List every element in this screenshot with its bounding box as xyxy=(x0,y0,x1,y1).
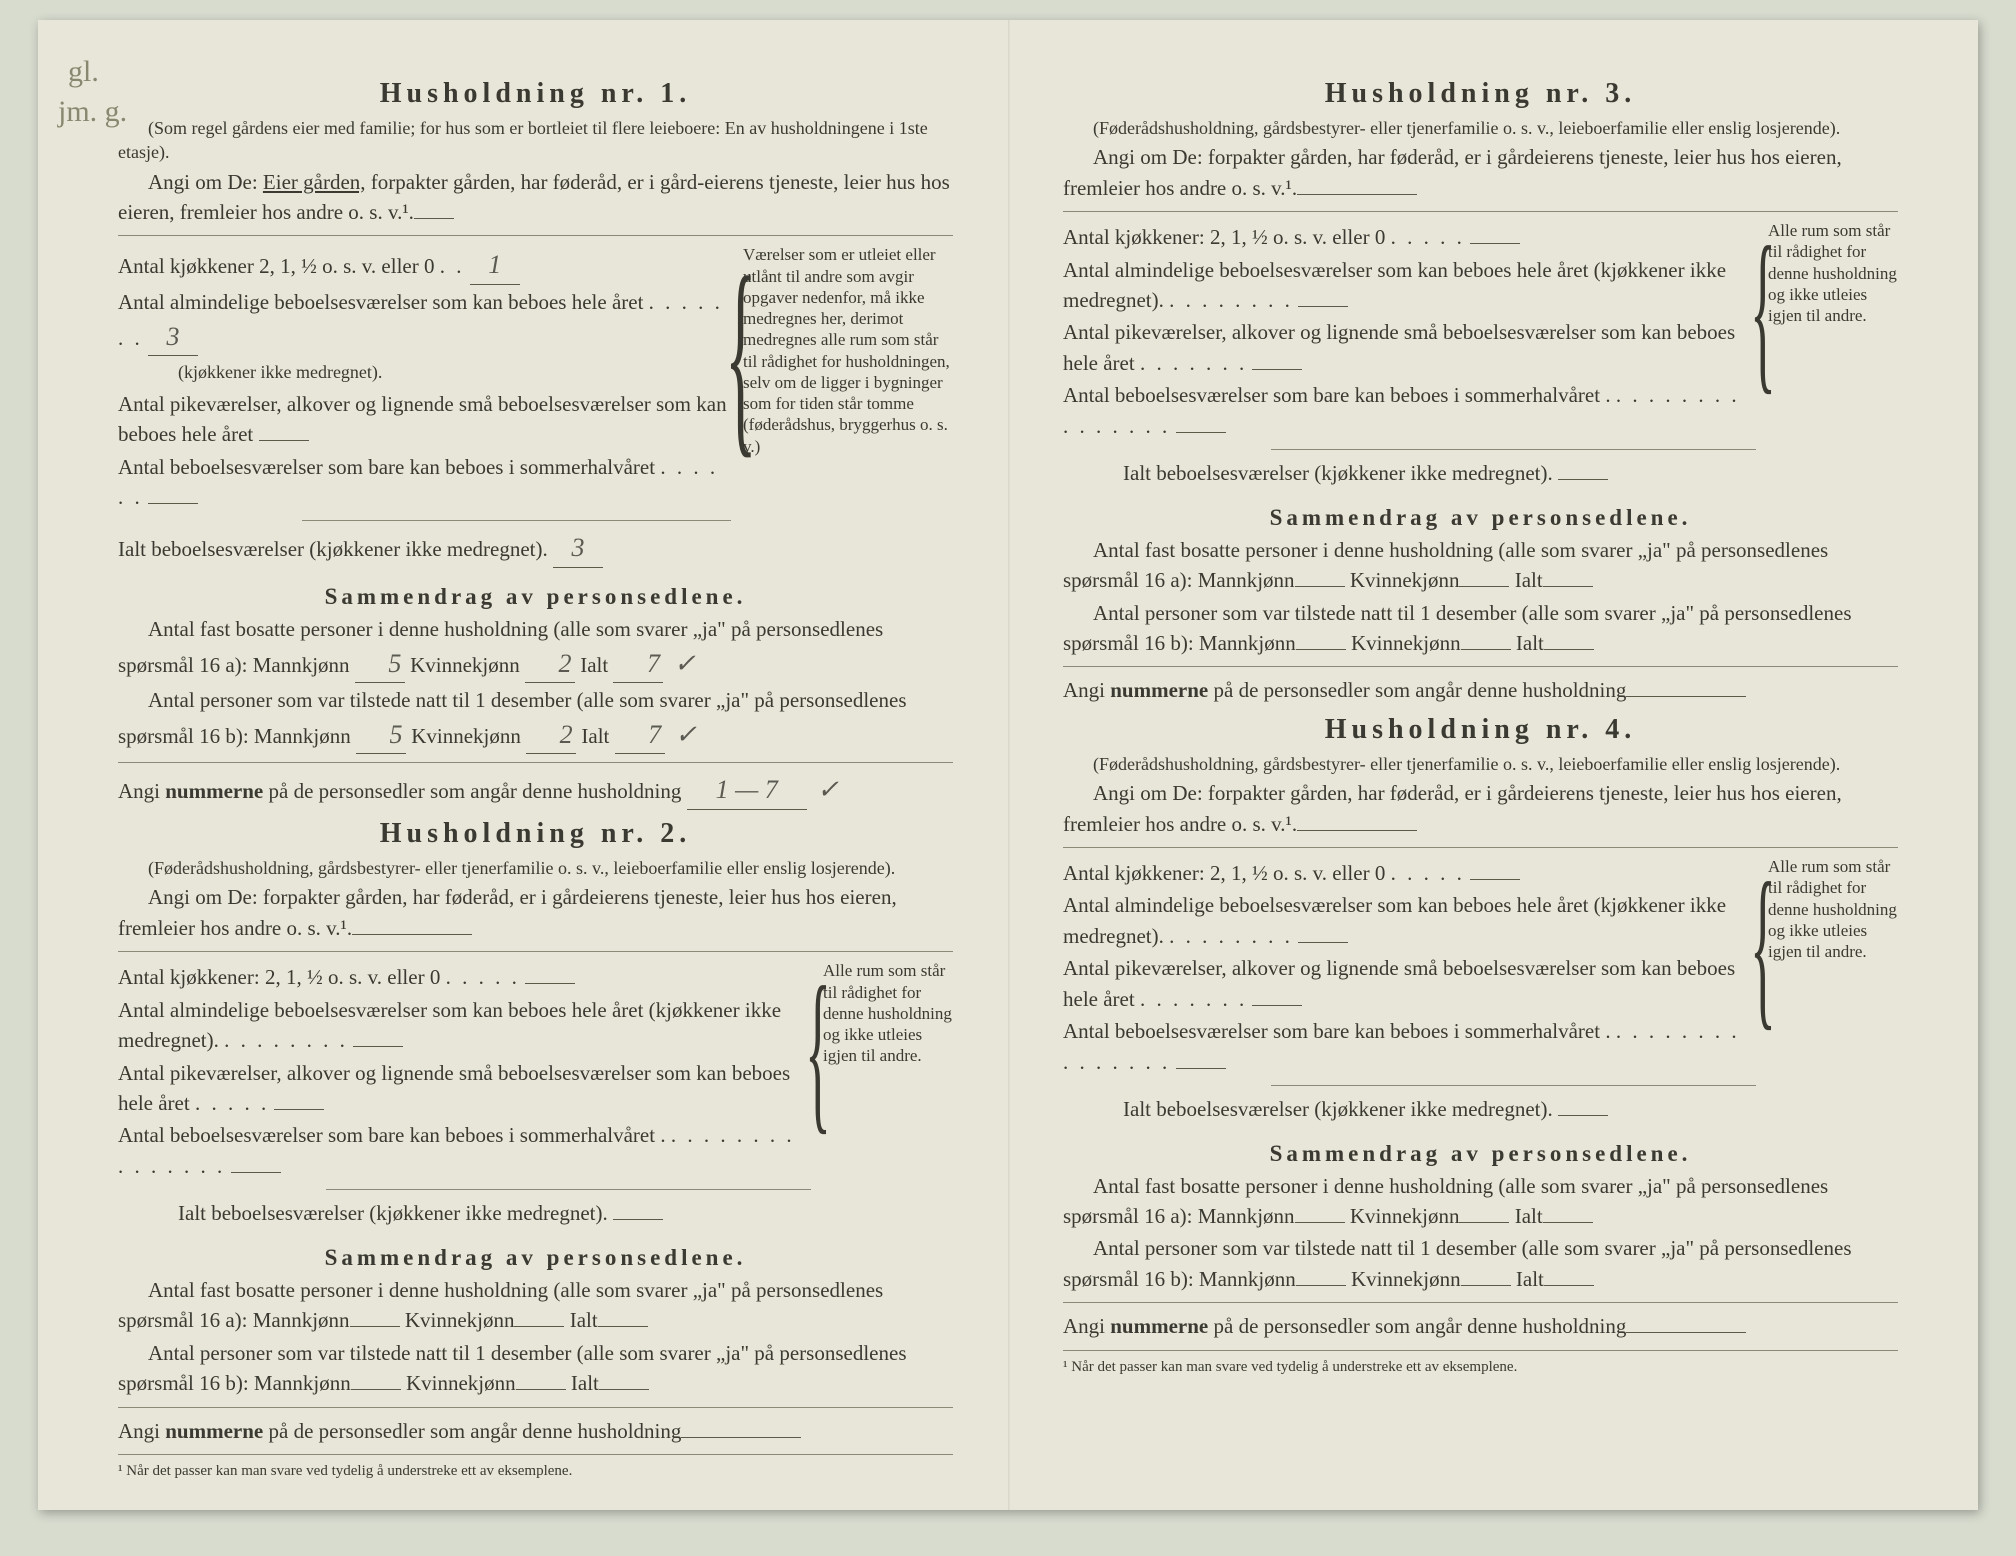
h3-nummer: Angi nummerne på de personsedler som ang… xyxy=(1063,675,1898,705)
h1-sidenote: { Værelser som er utleiet eller utlånt t… xyxy=(731,244,953,457)
h1-note: (Som regel gårdens eier med familie; for… xyxy=(118,116,953,165)
h1-nummer: Angi nummerne på de personsedler som ang… xyxy=(118,771,953,810)
h2-kitchens: Antal kjøkkener: 2, 1, ½ o. s. v. eller … xyxy=(118,962,811,992)
h2-total: Ialt beboelsesværelser (kjøkkener ikke m… xyxy=(118,1198,811,1228)
h1-16b: Antal personer som var tilstede natt til… xyxy=(118,685,953,754)
h1-maids: Antal pikeværelser, alkover og lignende … xyxy=(118,389,731,450)
h1-kitchens: Antal kjøkkener 2, 1, ½ o. s. v. eller 0… xyxy=(118,246,731,285)
h4-ordinary: Antal almindelige beboelsesværelser som … xyxy=(1063,890,1756,951)
h3-note: (Føderådshusholdning, gårdsbestyrer- ell… xyxy=(1063,116,1898,140)
h4-16b: Antal personer som var tilstede natt til… xyxy=(1063,1233,1898,1294)
h1-title: Husholdning nr. 1. xyxy=(118,78,953,110)
h4-kitchens: Antal kjøkkener: 2, 1, ½ o. s. v. eller … xyxy=(1063,858,1756,888)
h2-note: (Føderådshusholdning, gårdsbestyrer- ell… xyxy=(118,856,953,880)
h4-maids: Antal pikeværelser, alkover og lignende … xyxy=(1063,953,1756,1014)
h4-summer: Antal beboelsesværelser som bare kan beb… xyxy=(1063,1016,1756,1077)
h1-ordinary: Antal almindelige beboelsesværelser som … xyxy=(118,287,731,387)
left-page: Husholdning nr. 1. (Som regel gårdens ei… xyxy=(38,20,1008,1510)
right-page: Husholdning nr. 3. (Føderådshusholdning,… xyxy=(1008,20,1978,1510)
h2-title: Husholdning nr. 2. xyxy=(118,818,953,850)
h3-angi: Angi om De: forpakter gården, har føderå… xyxy=(1063,142,1898,203)
h4-title: Husholdning nr. 4. xyxy=(1063,714,1898,746)
h1-total: Ialt beboelsesværelser (kjøkkener ikke m… xyxy=(118,529,731,568)
h3-summer: Antal beboelsesværelser som bare kan beb… xyxy=(1063,380,1756,441)
h1-summary-title: Sammendrag av personsedlene. xyxy=(118,584,953,610)
h3-sidenote: { Alle rum som står til rådighet for den… xyxy=(1756,220,1898,326)
h2-summary-title: Sammendrag av personsedlene. xyxy=(118,1245,953,1271)
h2-sidenote: { Alle rum som står til rådighet for den… xyxy=(811,960,953,1066)
footnote-left: ¹ Når det passer kan man svare ved tydel… xyxy=(118,1463,953,1480)
h4-angi: Angi om De: forpakter gården, har føderå… xyxy=(1063,778,1898,839)
h3-kitchens: Antal kjøkkener: 2, 1, ½ o. s. v. eller … xyxy=(1063,222,1756,252)
h3-summary-title: Sammendrag av personsedlene. xyxy=(1063,505,1898,531)
h1-angi: Angi om De: Eier gården, forpakter gårde… xyxy=(118,167,953,228)
census-form: gl. jm. g. Husholdning nr. 1. (Som regel… xyxy=(38,20,1978,1510)
h4-sidenote: { Alle rum som står til rådighet for den… xyxy=(1756,856,1898,962)
h4-summary-title: Sammendrag av personsedlene. xyxy=(1063,1141,1898,1167)
h2-ordinary: Antal almindelige beboelsesværelser som … xyxy=(118,995,811,1056)
h3-maids: Antal pikeværelser, alkover og lignende … xyxy=(1063,317,1756,378)
h2-16b: Antal personer som var tilstede natt til… xyxy=(118,1338,953,1399)
h3-title: Husholdning nr. 3. xyxy=(1063,78,1898,110)
h4-nummer: Angi nummerne på de personsedler som ang… xyxy=(1063,1311,1898,1341)
h3-ordinary: Antal almindelige beboelsesværelser som … xyxy=(1063,255,1756,316)
h4-total: Ialt beboelsesværelser (kjøkkener ikke m… xyxy=(1063,1094,1756,1124)
h2-16a: Antal fast bosatte personer i denne hush… xyxy=(118,1275,953,1336)
h2-nummer: Angi nummerne på de personsedler som ang… xyxy=(118,1416,953,1446)
h3-16a: Antal fast bosatte personer i denne hush… xyxy=(1063,535,1898,596)
footnote-right: ¹ Når det passer kan man svare ved tydel… xyxy=(1063,1359,1898,1376)
h4-note: (Føderådshusholdning, gårdsbestyrer- ell… xyxy=(1063,752,1898,776)
h2-maids: Antal pikeværelser, alkover og lignende … xyxy=(118,1058,811,1119)
h2-angi: Angi om De: forpakter gården, har føderå… xyxy=(118,882,953,943)
h1-summer: Antal beboelsesværelser som bare kan beb… xyxy=(118,452,731,513)
h2-summer: Antal beboelsesværelser som bare kan beb… xyxy=(118,1120,811,1181)
h4-16a: Antal fast bosatte personer i denne hush… xyxy=(1063,1171,1898,1232)
h3-total: Ialt beboelsesværelser (kjøkkener ikke m… xyxy=(1063,458,1756,488)
h3-16b: Antal personer som var tilstede natt til… xyxy=(1063,598,1898,659)
h1-16a: Antal fast bosatte personer i denne hush… xyxy=(118,614,953,683)
